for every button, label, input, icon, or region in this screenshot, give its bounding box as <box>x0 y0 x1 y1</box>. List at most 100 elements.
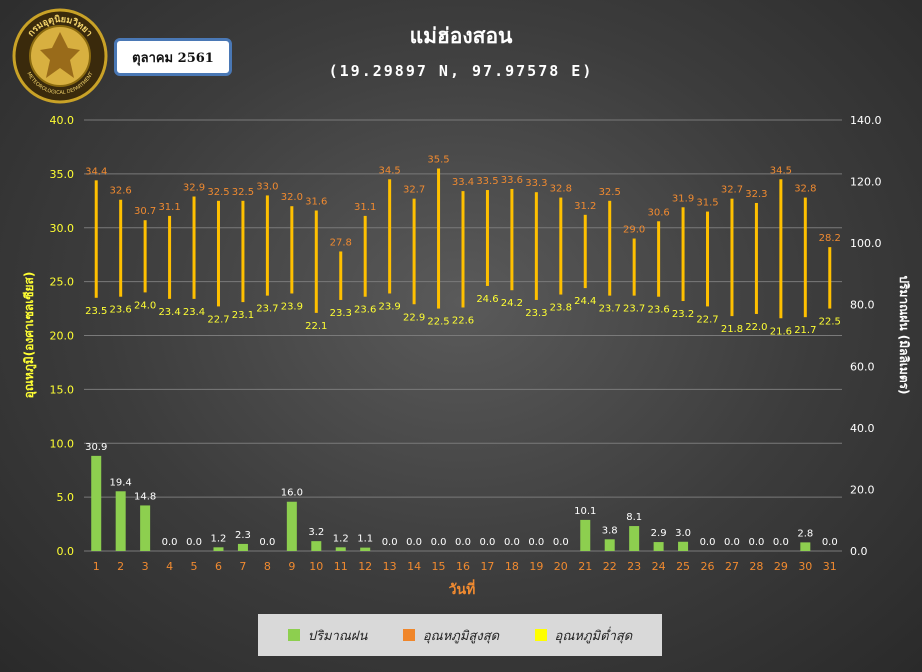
left-tick-label: 20.0 <box>50 330 75 343</box>
tmin-data-label: 23.9 <box>281 301 303 312</box>
rain-series: 30.9 19.414.8 0.0 0.0 1.2 2.3 0.0 16.0 3.2 1.2 1.1… <box>85 442 838 551</box>
left-axis-title: อุณหภูมิ(องศาเซลเซียส) <box>22 272 37 399</box>
month-badge: ตุลาคม 2561 <box>114 38 232 76</box>
x-tick-label: 11 <box>334 560 348 573</box>
right-tick-label: 40.0 <box>850 422 875 435</box>
temperature-range-bar <box>241 200 245 303</box>
tmin-data-label: 21.6 <box>770 326 792 337</box>
temperature-range-bar <box>216 200 220 307</box>
rain-data-label: 0.0 <box>431 537 447 548</box>
tmax-data-label: 32.5 <box>232 187 254 198</box>
rain-bar <box>213 547 224 551</box>
tmax-data-label: 33.0 <box>256 181 278 192</box>
x-tick-label: 10 <box>309 560 323 573</box>
tmax-data-label: 28.2 <box>819 233 841 244</box>
x-tick-label: 7 <box>239 560 246 573</box>
tmax-data-label: 32.9 <box>183 183 205 194</box>
temperature-range-bar <box>363 215 367 297</box>
tmin-data-label: 22.1 <box>305 321 327 332</box>
x-tick-label: 31 <box>823 560 837 573</box>
x-tick-label: 12 <box>358 560 372 573</box>
tmin-data-label: 23.8 <box>550 303 572 314</box>
temperature-series: 34.4 23.5 32.6 23.6 30.7 24.0 31.1 23.4 32.9 23.4… <box>85 154 841 337</box>
rain-data-label: 0.0 <box>700 537 716 548</box>
chart-subtitle: (19.29897 N, 97.97578 E) <box>328 62 594 80</box>
tmin-data-label: 24.4 <box>574 296 596 307</box>
legend-swatch-rain <box>287 629 300 641</box>
x-tick-label: 28 <box>749 560 763 573</box>
tmin-data-label: 23.6 <box>647 305 669 316</box>
x-axis: 1 2 3 4 5 6 7 8 9 10 11 12 13 14 15 16 17 18 19 20 21 22 23 24 2… <box>93 560 837 573</box>
tmax-data-label: 33.6 <box>501 175 523 186</box>
left-tick-label: 5.0 <box>57 491 75 504</box>
rain-data-label: 0.0 <box>504 537 520 548</box>
left-tick-label: 40.0 <box>50 114 75 127</box>
tmin-data-label: 23.1 <box>232 310 254 321</box>
temperature-range-bar <box>754 202 758 314</box>
rain-bar <box>653 542 664 551</box>
tmin-data-label: 23.6 <box>110 305 132 316</box>
rain-bar <box>360 547 371 551</box>
tmin-data-label: 21.7 <box>794 325 816 336</box>
tmin-data-label: 23.5 <box>85 306 107 317</box>
temperature-range-bar <box>534 192 538 300</box>
rain-data-label: 8.1 <box>626 512 642 523</box>
rain-data-label: 19.4 <box>110 477 132 488</box>
temperature-range-bar <box>730 198 734 317</box>
tmax-data-label: 30.6 <box>647 207 669 218</box>
legend-item-rain: ปริมาณฝน <box>287 625 367 646</box>
rain-bar <box>91 455 102 551</box>
rain-data-label: 30.9 <box>85 442 107 453</box>
right-tick-label: 140.0 <box>850 114 882 127</box>
legend: ปริมาณฝน อุณหภูมิสูงสุด อุณหภูมิต่ำสุด <box>258 614 662 656</box>
temperature-range-bar <box>388 179 392 294</box>
left-tick-label: 35.0 <box>50 168 75 181</box>
right-tick-label: 60.0 <box>850 360 875 373</box>
temperature-range-bar <box>510 188 514 291</box>
rain-data-label: 0.0 <box>724 537 740 548</box>
x-tick-label: 25 <box>676 560 690 573</box>
rain-data-label: 3.8 <box>602 525 618 536</box>
rain-bar <box>800 542 811 551</box>
tmin-data-label: 23.4 <box>183 307 205 318</box>
temperature-range-bar <box>437 168 441 309</box>
right-tick-label: 120.0 <box>850 176 882 189</box>
temperature-range-bar <box>657 221 661 297</box>
tmax-data-label: 31.2 <box>574 201 596 212</box>
left-tick-label: 25.0 <box>50 276 75 289</box>
x-tick-label: 13 <box>383 560 397 573</box>
tmax-data-label: 27.8 <box>330 237 352 248</box>
x-tick-label: 5 <box>191 560 198 573</box>
tmax-data-label: 30.7 <box>134 206 156 217</box>
temperature-range-bar <box>265 195 269 296</box>
tmin-data-label: 21.8 <box>721 324 743 335</box>
tmin-data-label: 24.2 <box>501 298 523 309</box>
right-tick-label: 0.0 <box>850 545 868 558</box>
legend-label-tmin: อุณหภูมิต่ำสุด <box>554 628 633 644</box>
tmin-data-label: 22.0 <box>745 322 767 333</box>
rain-data-label: 0.0 <box>528 537 544 548</box>
tmax-data-label: 33.4 <box>452 177 474 188</box>
tmax-data-label: 32.6 <box>110 186 132 197</box>
tmax-data-label: 33.3 <box>525 178 547 189</box>
right-tick-label: 80.0 <box>850 299 875 312</box>
legend-item-tmax: อุณหภูมิสูงสุด <box>402 625 499 646</box>
right-axis: 0.0 20.0 40.0 60.0 80.0 100.0 120.0 140.0 <box>850 114 882 558</box>
rain-data-label: 14.8 <box>134 491 156 502</box>
temperature-range-bar <box>119 199 123 297</box>
rain-bar <box>629 526 640 551</box>
left-tick-label: 0.0 <box>57 545 75 558</box>
left-tick-label: 15.0 <box>50 383 75 396</box>
tmax-data-label: 32.7 <box>721 185 743 196</box>
x-tick-label: 22 <box>603 560 617 573</box>
month-label: ตุลาคม 2561 <box>132 50 214 66</box>
rain-data-label: 0.0 <box>455 537 471 548</box>
tmin-data-label: 22.6 <box>452 315 474 326</box>
tmin-data-label: 23.6 <box>354 305 376 316</box>
temperature-range-bar <box>828 247 832 309</box>
x-tick-label: 15 <box>432 560 446 573</box>
tmin-data-label: 23.3 <box>525 308 547 319</box>
rain-data-label: 0.0 <box>382 537 398 548</box>
rain-bar <box>286 501 297 551</box>
rain-data-label: 0.0 <box>162 537 178 548</box>
